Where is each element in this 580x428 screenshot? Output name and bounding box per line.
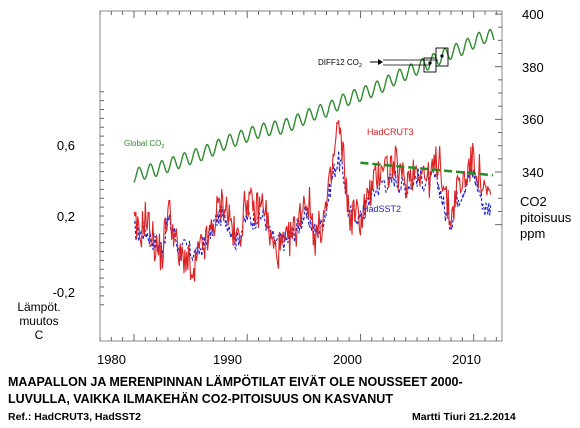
y-right-tick-label: 340 — [522, 165, 544, 180]
y-left-label-line: muutos — [4, 314, 74, 328]
global-co2-label: Global CO2 — [124, 139, 164, 150]
caption-line: MAAPALLON JA MERENPINNAN LÄMPÖTILAT EIVÄ… — [8, 374, 568, 391]
y-right-label-line: CO2 — [520, 194, 571, 210]
y-left-axis-label: Lämpöt. muutos C — [4, 300, 74, 342]
x-tick-label: 2000 — [333, 352, 362, 367]
diff12-dot — [428, 61, 431, 64]
hadsst2-label: HadSST2 — [362, 204, 401, 214]
author-text: Martti Tiuri 21.2.2014 — [412, 411, 516, 423]
y-left-label-line: C — [4, 328, 74, 342]
hadcrut3-series-line — [134, 120, 491, 282]
x-tick-label: 1980 — [97, 352, 126, 367]
caption-line: LUVULLA, VAIKKA ILMAKEHÄN CO2-PITOISUUS … — [8, 391, 568, 408]
y-right-label-line: pitoisuus — [520, 210, 571, 226]
plot-frame — [100, 11, 502, 341]
diff12-dot — [440, 54, 443, 57]
y-left-label-line: Lämpöt. — [4, 300, 74, 314]
y-right-tick-label: 400 — [522, 7, 544, 22]
y-left-tick-label: 0,2 — [5, 209, 75, 224]
x-tick-label: 2010 — [452, 352, 481, 367]
y-right-axis-label: CO2 pitoisuus ppm — [520, 194, 571, 242]
x-tick-label: 1990 — [213, 352, 242, 367]
y-left-tick-label: 0,6 — [5, 138, 75, 153]
y-left-tick-label: -0,2 — [5, 285, 75, 300]
hadcrut3-label: HadCRUT3 — [367, 127, 414, 137]
y-right-label-line: ppm — [520, 226, 571, 242]
y-right-tick-label: 380 — [522, 60, 544, 75]
hadsst2-series-line — [134, 151, 491, 261]
y-right-tick-label: 360 — [522, 112, 544, 127]
chart-caption: MAAPALLON JA MERENPINNAN LÄMPÖTILAT EIVÄ… — [8, 374, 568, 408]
reference-text: Ref.: HadCRUT3, HadSST2 — [8, 411, 141, 423]
diff12-arrowhead — [378, 59, 383, 65]
diff12-label: DIFF12 CO2 — [318, 58, 362, 69]
